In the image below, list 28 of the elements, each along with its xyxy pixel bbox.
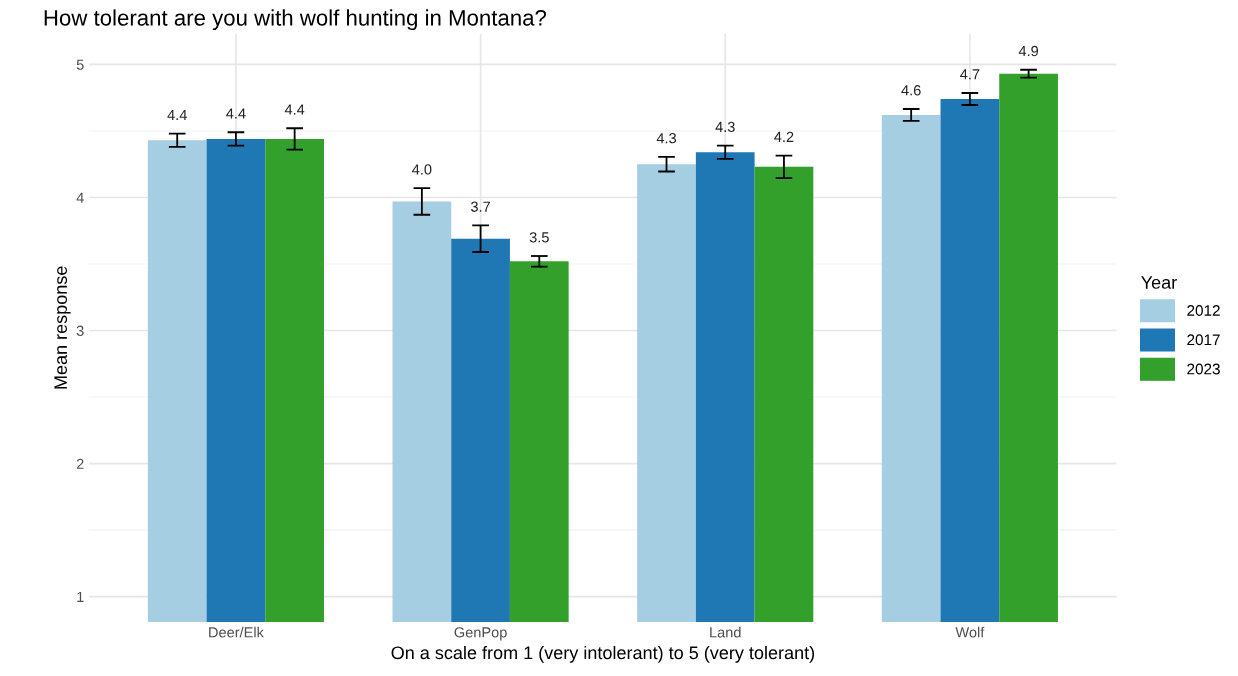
legend-label: 2017 bbox=[1187, 334, 1220, 346]
data-label: 3.7 bbox=[471, 201, 490, 212]
y-tick-label: 5 bbox=[76, 59, 84, 70]
x-tick-label: Land bbox=[710, 626, 741, 638]
data-label: 4.9 bbox=[1018, 45, 1039, 57]
x-axis-title: On a scale from 1 (very intolerant) to 5 (very tolerant) bbox=[391, 645, 815, 663]
data-label: 4.4 bbox=[167, 109, 187, 120]
data-label: 4.3 bbox=[715, 121, 735, 133]
legend-label: 2023 bbox=[1187, 363, 1220, 375]
legend-label: 2012 bbox=[1187, 305, 1220, 316]
data-label: 4.0 bbox=[412, 164, 432, 175]
data-label: 4.4 bbox=[226, 108, 246, 119]
y-tick-label: 3 bbox=[76, 325, 84, 336]
legend-title: Year bbox=[1141, 276, 1177, 289]
data-label: 3.5 bbox=[529, 232, 549, 243]
x-tick-label: GenPop bbox=[454, 627, 507, 641]
data-label: 4.7 bbox=[960, 69, 980, 80]
data-label: 4.3 bbox=[656, 133, 677, 144]
chart-title: How tolerant are you with wolf hunting in Montana? bbox=[44, 9, 547, 31]
y-axis-title: Mean response bbox=[54, 266, 71, 389]
x-tick-label: Deer/Elk bbox=[209, 626, 264, 638]
x-tick-label: Wolf bbox=[955, 626, 985, 638]
y-tick-label: 2 bbox=[76, 458, 84, 469]
data-label: 4.4 bbox=[284, 104, 305, 115]
y-tick-label: 4 bbox=[76, 192, 84, 203]
data-label: 4.6 bbox=[901, 85, 921, 96]
data-label: 4.2 bbox=[774, 131, 794, 142]
y-tick-label: 1 bbox=[77, 591, 84, 602]
